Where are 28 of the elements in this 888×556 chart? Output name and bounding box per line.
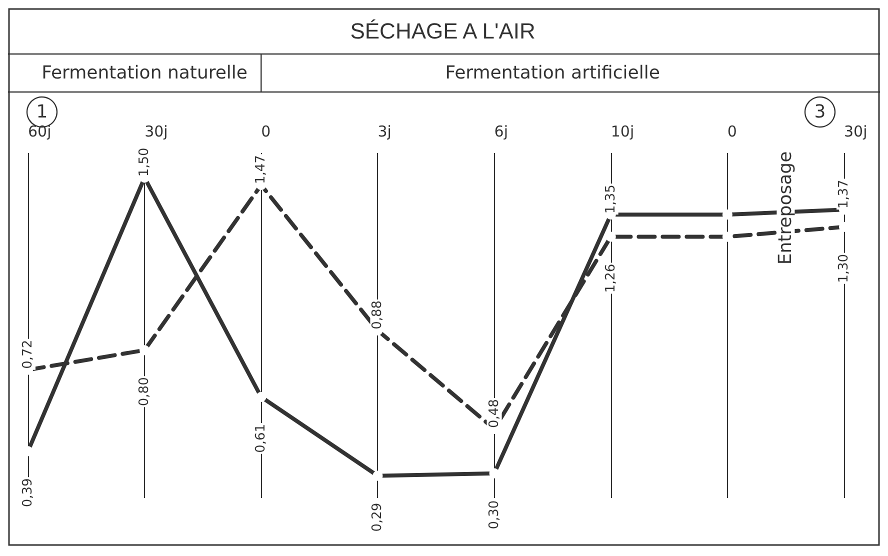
data-label: 0,72 xyxy=(20,340,36,369)
x-tick-label: 0 xyxy=(261,122,271,140)
text: 1 xyxy=(36,102,48,122)
data-label: 1,26 xyxy=(603,264,618,293)
annotation: Entreposage xyxy=(775,151,796,265)
data-label: 0,39 xyxy=(20,478,36,508)
data-label: 1,50 xyxy=(137,148,152,177)
data-label: 1,47 xyxy=(254,155,269,184)
data-label: 1,37 xyxy=(836,180,852,209)
chart-title: SÉCHAGE A L'AIR xyxy=(350,18,536,44)
data-label: 0,80 xyxy=(137,377,152,406)
data-label: 0,61 xyxy=(254,424,269,453)
data-label: 0,29 xyxy=(370,502,386,532)
x-tick-label: 30j xyxy=(144,122,168,140)
data-label: 1,35 xyxy=(603,184,618,214)
text: Fermentation naturelle xyxy=(42,62,248,84)
x-tick-label: 60j xyxy=(28,122,52,140)
x-tick-label: 6j xyxy=(494,122,508,140)
data-label: 0,88 xyxy=(370,300,386,330)
x-tick-label: 3j xyxy=(378,122,392,140)
x-tick-label: 30j xyxy=(844,122,868,140)
text: Fermentation artificielle xyxy=(445,62,660,84)
data-label: 1,30 xyxy=(836,254,852,283)
text: 3 xyxy=(814,102,826,122)
data-label: 0,30 xyxy=(486,500,502,530)
data-label: 0,48 xyxy=(486,399,502,428)
x-tick-label: 0 xyxy=(727,122,737,140)
x-tick-label: 10j xyxy=(610,122,634,140)
